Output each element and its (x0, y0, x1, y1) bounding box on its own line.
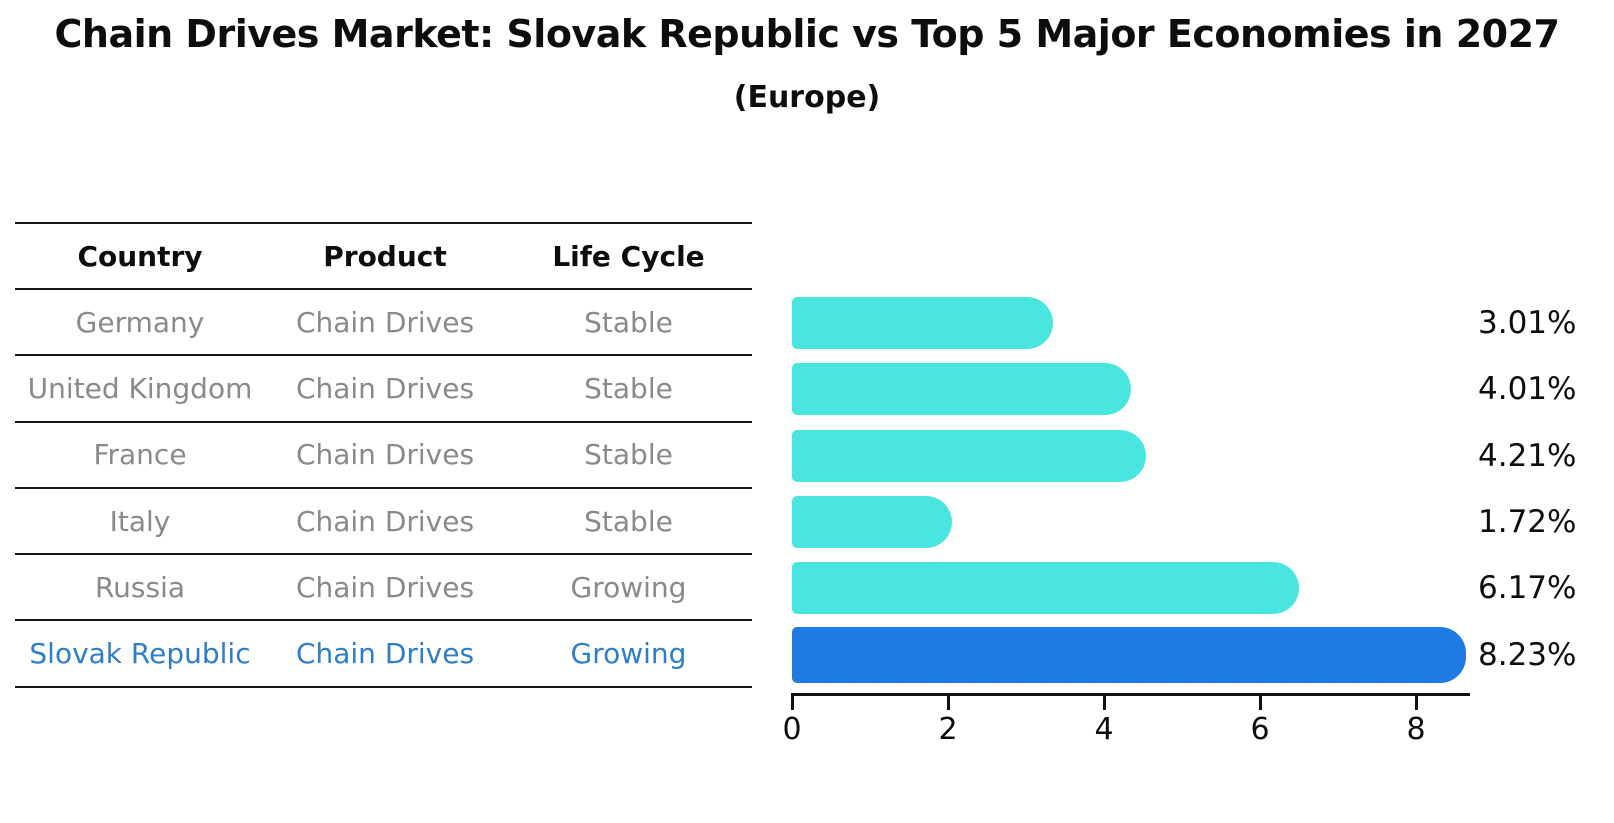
bar-germany (792, 297, 1053, 349)
x-axis-tick-label: 8 (1406, 712, 1426, 747)
x-axis-tick (1102, 693, 1106, 710)
x-axis-tick-label: 6 (1250, 712, 1270, 747)
life-cycle-cell: Stable (584, 438, 673, 472)
country-cell: Slovak Republic (29, 637, 251, 671)
product-cell: Chain Drives (295, 305, 475, 339)
country-cell: Germany (75, 305, 205, 339)
country-table: Country Product Life Cycle Germany Chain… (15, 222, 752, 688)
table-row-united-kingdom: United Kingdom Chain Drives Stable (15, 356, 752, 423)
life-cycle-cell: Stable (584, 504, 673, 538)
bar-france (792, 429, 1147, 482)
table-row-slovak-republic: Slovak Republic Chain Drives Growing (15, 621, 752, 688)
life-cycle-cell: Stable (584, 371, 673, 405)
value-label-germany: 3.01% (1478, 305, 1577, 341)
x-axis-tick (1414, 693, 1418, 710)
bar-italy (792, 495, 953, 548)
table-row-france: France Chain Drives Stable (15, 423, 752, 489)
x-axis-tick-label: 0 (782, 712, 802, 747)
country-cell: United Kingdom (27, 371, 253, 405)
value-label-russia: 6.17% (1478, 570, 1577, 607)
x-axis-tick-label: 4 (1094, 712, 1114, 747)
value-label-italy: 1.72% (1478, 503, 1577, 540)
life-cycle-cell: Growing (570, 570, 687, 604)
life-cycle-cell: Growing (570, 637, 687, 671)
table-row-germany: Germany Chain Drives Stable (15, 290, 752, 357)
column-header-life-cycle: Life Cycle (552, 239, 705, 273)
life-cycle-cell: Stable (584, 305, 673, 339)
chart-title: Chain Drives Market: Slovak Republic vs … (54, 12, 1560, 56)
x-axis-tick-label: 2 (938, 712, 958, 747)
column-header-product: Product (323, 239, 447, 273)
x-axis-line (792, 693, 1470, 696)
country-cell: Italy (109, 504, 171, 538)
x-axis-tick (790, 693, 794, 710)
product-cell: Chain Drives (295, 438, 475, 472)
x-axis-tick (946, 693, 950, 710)
product-cell: Chain Drives (295, 570, 475, 604)
product-cell: Chain Drives (295, 371, 475, 405)
table-row-italy: Italy Chain Drives Stable (15, 489, 752, 556)
product-cell: Chain Drives (295, 637, 475, 671)
x-axis-tick (1258, 693, 1262, 710)
product-cell: Chain Drives (295, 504, 475, 538)
table-header-row: Country Product Life Cycle (15, 222, 752, 290)
bar-united-kingdom (792, 363, 1131, 416)
table-row-russia: Russia Chain Drives Growing (15, 555, 752, 622)
bar-slovak-republic (792, 626, 1466, 683)
value-label-united-kingdom: 4.01% (1478, 371, 1577, 408)
value-label-france: 4.21% (1478, 437, 1577, 474)
country-cell: France (93, 438, 187, 472)
value-label-slovak-republic: 8.23% (1478, 636, 1577, 673)
country-cell: Russia (94, 570, 186, 604)
bar-russia (792, 562, 1300, 615)
chart-subtitle: (Europe) (733, 80, 881, 115)
column-header-country: Country (77, 239, 203, 273)
